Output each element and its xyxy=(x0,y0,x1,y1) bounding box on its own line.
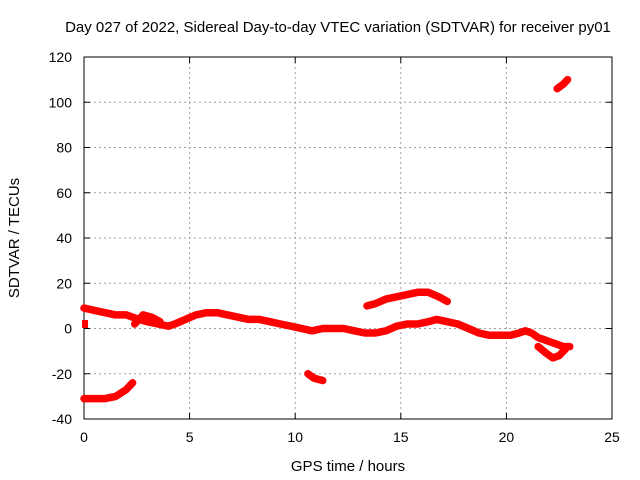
series-main-track xyxy=(80,304,574,351)
series-segment-22h xyxy=(553,75,572,93)
x-tick-label: 0 xyxy=(80,429,88,445)
grid-lines xyxy=(84,57,612,419)
chart-title: Day 027 of 2022, Sidereal Day-to-day VTE… xyxy=(65,19,611,36)
x-axis-label: GPS time / hours xyxy=(291,458,405,475)
y-tick-label: 80 xyxy=(56,140,72,156)
x-tick-label: 5 xyxy=(186,429,194,445)
y-axis-label: SDTVAR / TECUs xyxy=(6,178,23,298)
series-point-start xyxy=(82,319,89,328)
y-tick-label: 20 xyxy=(56,275,72,291)
y-tick-label: -40 xyxy=(52,411,72,427)
x-tick-label: 20 xyxy=(499,429,515,445)
y-tick-label: -20 xyxy=(52,366,72,382)
y-tick-label: 120 xyxy=(49,49,73,65)
x-tick-label: 10 xyxy=(287,429,303,445)
x-tick-label: 25 xyxy=(604,429,620,445)
series-arc-15h xyxy=(363,288,452,310)
x-tick-label: 15 xyxy=(393,429,409,445)
plot-frame xyxy=(83,56,613,420)
axis-ticks: 0 5 10 15 20 25 -40 -20 0 20 40 60 80 100 120 xyxy=(49,49,620,445)
series-segment-11h xyxy=(304,370,327,385)
y-tick-label: 40 xyxy=(56,230,72,246)
y-tick-label: 60 xyxy=(56,185,72,201)
y-tick-label: 0 xyxy=(64,321,72,337)
data-series xyxy=(80,75,574,403)
series-arc-lower-left xyxy=(80,379,137,403)
series-branch-lower xyxy=(534,342,570,362)
y-tick-label: 100 xyxy=(49,94,73,110)
series-branch-upper xyxy=(130,311,164,328)
